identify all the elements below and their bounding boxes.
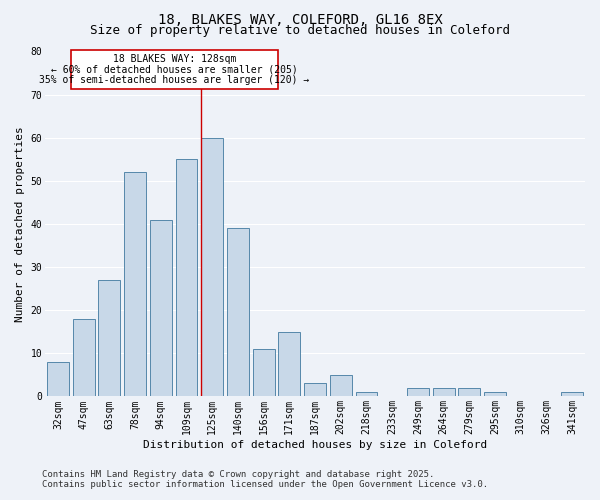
Bar xyxy=(407,388,429,396)
Text: 18 BLAKES WAY: 128sqm: 18 BLAKES WAY: 128sqm xyxy=(113,54,236,64)
Bar xyxy=(47,362,69,396)
Bar xyxy=(433,388,455,396)
Text: 18, BLAKES WAY, COLEFORD, GL16 8EX: 18, BLAKES WAY, COLEFORD, GL16 8EX xyxy=(158,12,442,26)
Text: Contains HM Land Registry data © Crown copyright and database right 2025.
Contai: Contains HM Land Registry data © Crown c… xyxy=(42,470,488,489)
Bar xyxy=(561,392,583,396)
Bar xyxy=(330,375,352,396)
Text: 35% of semi-detached houses are larger (120) →: 35% of semi-detached houses are larger (… xyxy=(39,75,310,85)
Bar xyxy=(458,388,480,396)
Bar xyxy=(150,220,172,396)
Bar xyxy=(98,280,120,396)
Y-axis label: Number of detached properties: Number of detached properties xyxy=(15,126,25,322)
Text: Size of property relative to detached houses in Coleford: Size of property relative to detached ho… xyxy=(90,24,510,37)
Bar xyxy=(356,392,377,396)
Bar xyxy=(176,160,197,396)
Bar xyxy=(253,349,275,397)
Bar xyxy=(73,319,95,396)
Bar xyxy=(484,392,506,396)
X-axis label: Distribution of detached houses by size in Coleford: Distribution of detached houses by size … xyxy=(143,440,487,450)
Bar xyxy=(227,228,249,396)
Bar xyxy=(304,384,326,396)
FancyBboxPatch shape xyxy=(71,50,278,90)
Bar xyxy=(201,138,223,396)
Bar xyxy=(278,332,300,396)
Text: ← 60% of detached houses are smaller (205): ← 60% of detached houses are smaller (20… xyxy=(51,64,298,74)
Bar xyxy=(124,172,146,396)
